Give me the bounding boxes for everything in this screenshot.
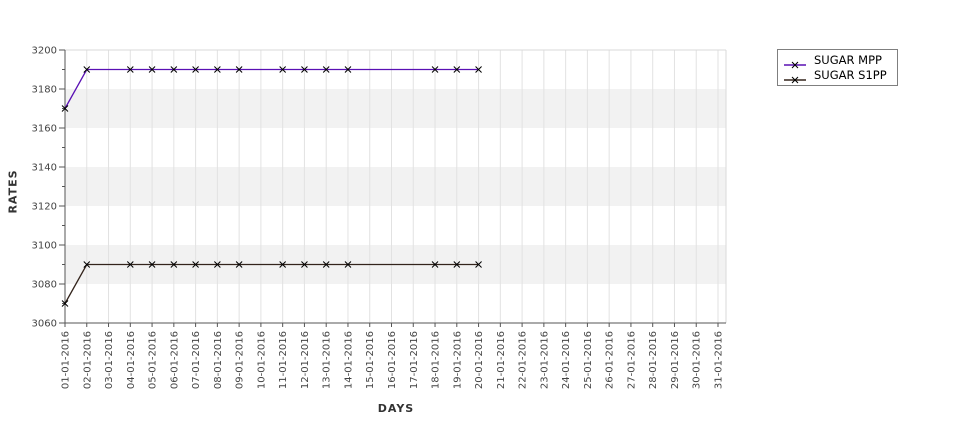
svg-text:20-01-2016: 20-01-2016 bbox=[474, 331, 485, 389]
legend-item-sugar-s1pp: SUGAR S1PP bbox=[783, 68, 887, 84]
svg-text:22-01-2016: 22-01-2016 bbox=[518, 331, 529, 389]
svg-text:01-01-2016: 01-01-2016 bbox=[61, 331, 72, 389]
svg-text:09-01-2016: 09-01-2016 bbox=[235, 331, 246, 389]
svg-text:24-01-2016: 24-01-2016 bbox=[561, 331, 572, 389]
svg-text:05-01-2016: 05-01-2016 bbox=[148, 331, 159, 389]
svg-text:12-01-2016: 12-01-2016 bbox=[300, 331, 311, 389]
svg-text:30-01-2016: 30-01-2016 bbox=[692, 331, 703, 389]
svg-text:28-01-2016: 28-01-2016 bbox=[648, 331, 659, 389]
svg-text:26-01-2016: 26-01-2016 bbox=[605, 331, 616, 389]
svg-text:06-01-2016: 06-01-2016 bbox=[169, 331, 180, 389]
svg-text:27-01-2016: 27-01-2016 bbox=[626, 331, 637, 389]
svg-text:03-01-2016: 03-01-2016 bbox=[104, 331, 115, 389]
svg-text:04-01-2016: 04-01-2016 bbox=[126, 331, 137, 389]
svg-text:11-01-2016: 11-01-2016 bbox=[278, 331, 289, 389]
legend-label-sugar-s1pp: SUGAR S1PP bbox=[814, 68, 887, 82]
svg-text:14-01-2016: 14-01-2016 bbox=[343, 331, 354, 389]
svg-text:15-01-2016: 15-01-2016 bbox=[365, 331, 376, 389]
svg-text:3140: 3140 bbox=[32, 163, 57, 174]
legend-label-sugar-mpp: SUGAR MPP bbox=[814, 53, 882, 67]
svg-text:3100: 3100 bbox=[32, 241, 57, 252]
y-axis-title: RATES bbox=[6, 169, 20, 214]
svg-text:19-01-2016: 19-01-2016 bbox=[452, 331, 463, 389]
svg-text:10-01-2016: 10-01-2016 bbox=[256, 331, 267, 389]
svg-text:3200: 3200 bbox=[32, 46, 57, 57]
svg-text:31-01-2016: 31-01-2016 bbox=[714, 331, 725, 389]
svg-text:17-01-2016: 17-01-2016 bbox=[409, 331, 420, 389]
legend-item-sugar-mpp: SUGAR MPP bbox=[783, 53, 887, 69]
svg-text:3060: 3060 bbox=[32, 319, 57, 330]
x-axis-title: DAYS bbox=[377, 402, 415, 415]
svg-text:02-01-2016: 02-01-2016 bbox=[82, 331, 93, 389]
svg-text:21-01-2016: 21-01-2016 bbox=[496, 331, 507, 389]
legend: SUGAR MPP SUGAR S1PP bbox=[777, 49, 898, 86]
svg-text:16-01-2016: 16-01-2016 bbox=[387, 331, 398, 389]
svg-text:3120: 3120 bbox=[32, 202, 57, 213]
legend-line-marker-icon bbox=[783, 55, 807, 69]
legend-line-marker-icon bbox=[783, 70, 807, 84]
svg-text:29-01-2016: 29-01-2016 bbox=[670, 331, 681, 389]
svg-text:23-01-2016: 23-01-2016 bbox=[539, 331, 550, 389]
svg-text:3160: 3160 bbox=[32, 124, 57, 135]
svg-text:13-01-2016: 13-01-2016 bbox=[322, 331, 333, 389]
svg-text:18-01-2016: 18-01-2016 bbox=[431, 331, 442, 389]
svg-text:25-01-2016: 25-01-2016 bbox=[583, 331, 594, 389]
svg-text:08-01-2016: 08-01-2016 bbox=[213, 331, 224, 389]
svg-text:3180: 3180 bbox=[32, 85, 57, 96]
svg-text:3080: 3080 bbox=[32, 280, 57, 291]
svg-text:07-01-2016: 07-01-2016 bbox=[191, 331, 202, 389]
